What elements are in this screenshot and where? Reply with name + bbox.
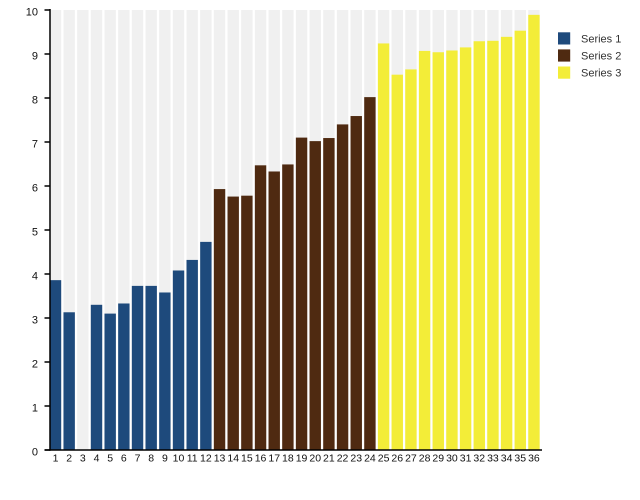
svg-text:Series 1: Series 1 <box>581 34 621 46</box>
svg-text:3: 3 <box>32 314 38 326</box>
svg-text:36: 36 <box>528 453 540 465</box>
svg-text:12: 12 <box>200 453 212 465</box>
svg-text:4: 4 <box>94 453 100 465</box>
svg-text:0: 0 <box>32 446 38 458</box>
svg-text:21: 21 <box>323 453 335 465</box>
svg-text:35: 35 <box>514 453 526 465</box>
svg-text:10: 10 <box>173 453 185 465</box>
svg-text:28: 28 <box>419 453 431 465</box>
svg-text:33: 33 <box>487 453 499 465</box>
svg-text:25: 25 <box>378 453 390 465</box>
svg-text:9: 9 <box>162 453 168 465</box>
svg-text:Series 3: Series 3 <box>581 68 621 80</box>
svg-text:31: 31 <box>460 453 472 465</box>
svg-text:1: 1 <box>53 453 59 465</box>
svg-text:7: 7 <box>32 138 38 150</box>
svg-text:34: 34 <box>501 453 513 465</box>
svg-text:6: 6 <box>32 182 38 194</box>
svg-text:26: 26 <box>391 453 403 465</box>
svg-text:17: 17 <box>268 453 280 465</box>
svg-text:20: 20 <box>309 453 321 465</box>
svg-text:13: 13 <box>214 453 226 465</box>
svg-text:6: 6 <box>121 453 127 465</box>
svg-text:29: 29 <box>432 453 444 465</box>
svg-text:4: 4 <box>32 270 38 282</box>
svg-text:19: 19 <box>296 453 308 465</box>
svg-text:5: 5 <box>32 226 38 238</box>
svg-text:14: 14 <box>227 453 239 465</box>
svg-text:9: 9 <box>32 50 38 62</box>
svg-text:15: 15 <box>241 453 253 465</box>
svg-text:10: 10 <box>26 6 38 18</box>
svg-text:18: 18 <box>282 453 294 465</box>
svg-text:22: 22 <box>337 453 349 465</box>
svg-text:2: 2 <box>32 358 38 370</box>
svg-text:1: 1 <box>32 402 38 414</box>
svg-text:16: 16 <box>255 453 267 465</box>
svg-text:2: 2 <box>66 453 72 465</box>
svg-text:30: 30 <box>446 453 458 465</box>
svg-text:5: 5 <box>107 453 113 465</box>
svg-text:7: 7 <box>135 453 141 465</box>
svg-text:32: 32 <box>473 453 485 465</box>
svg-text:Series 2: Series 2 <box>581 51 621 63</box>
svg-text:3: 3 <box>80 453 86 465</box>
svg-text:11: 11 <box>187 453 198 465</box>
svg-text:27: 27 <box>405 453 417 465</box>
svg-text:24: 24 <box>364 453 376 465</box>
svg-text:23: 23 <box>350 453 362 465</box>
svg-text:8: 8 <box>148 453 154 465</box>
svg-text:8: 8 <box>32 94 38 106</box>
